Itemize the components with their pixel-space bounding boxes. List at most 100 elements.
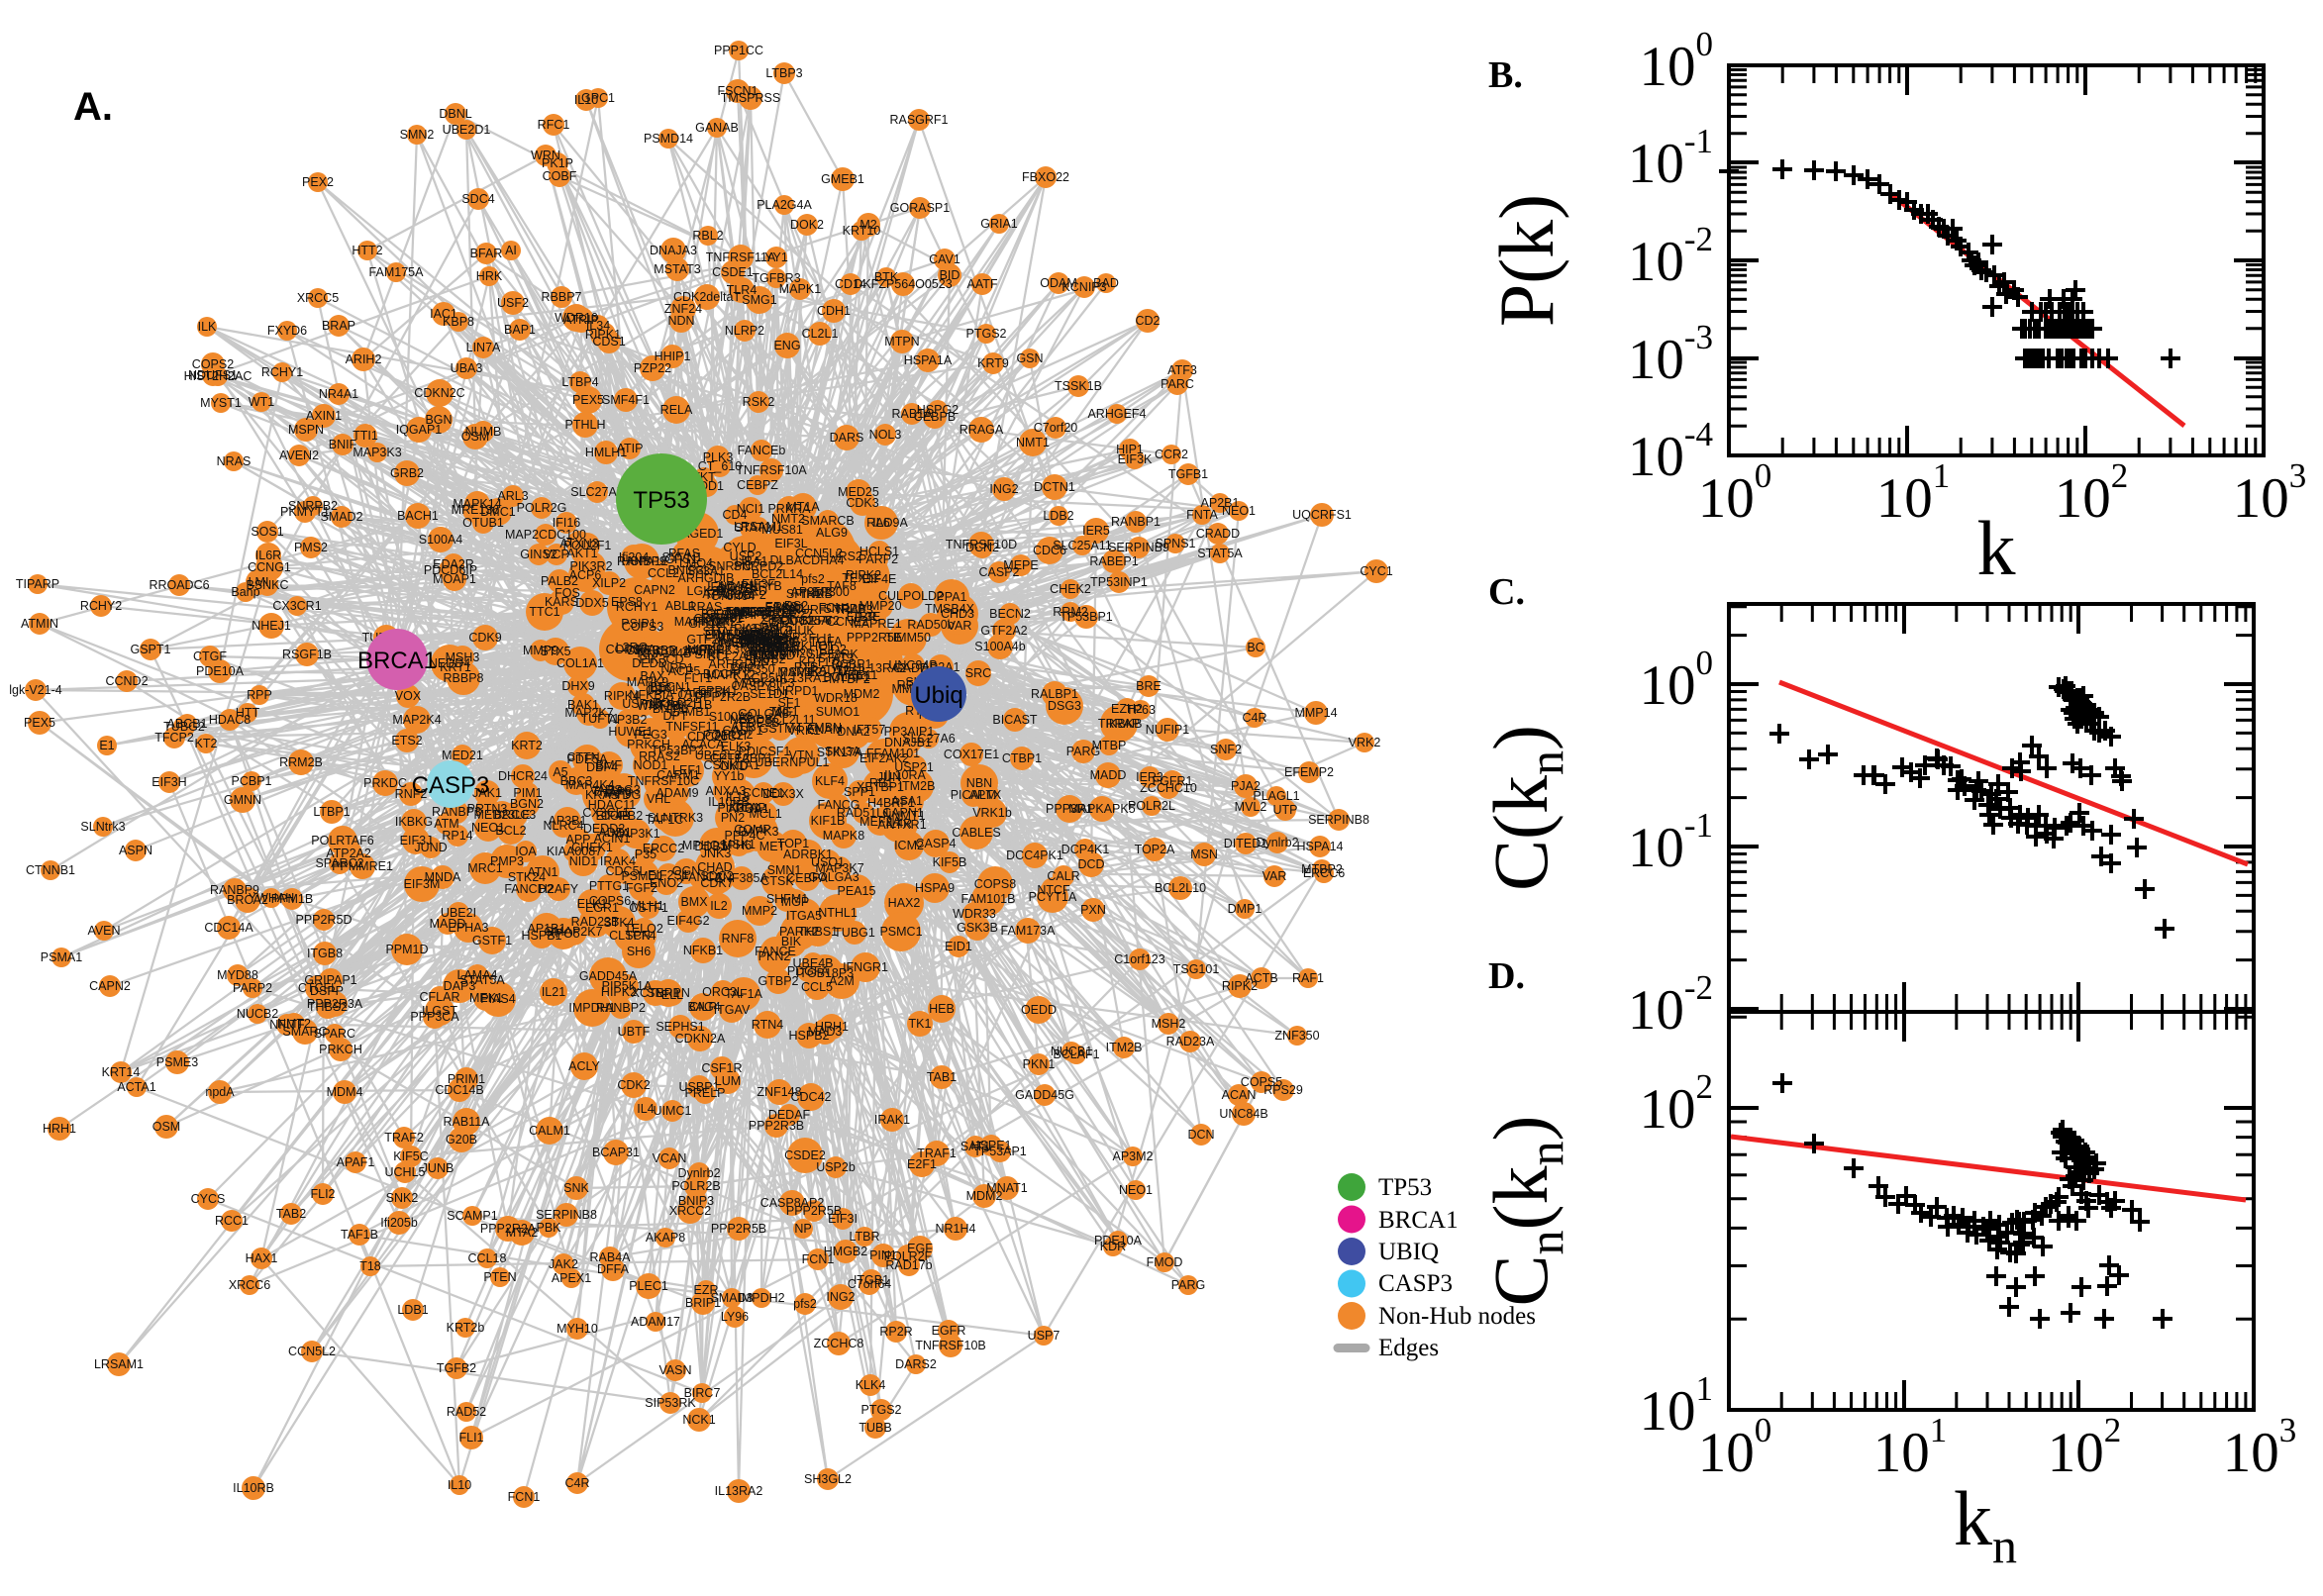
svg-text:RCHY1: RCHY1 — [261, 365, 303, 379]
svg-text:ASA1: ASA1 — [891, 794, 923, 808]
svg-text:FCN1: FCN1 — [802, 1252, 835, 1266]
svg-text:MAPK11: MAPK11 — [674, 615, 722, 629]
svg-text:EID1: EID1 — [945, 940, 972, 953]
svg-text:KIF5C: KIF5C — [393, 1149, 428, 1163]
svg-text:DNA2: DNA2 — [837, 725, 869, 739]
svg-text:SMARC: SMARC — [282, 1025, 327, 1039]
svg-text:BID: BID — [940, 268, 960, 282]
svg-text:JNK3: JNK3 — [701, 847, 732, 860]
svg-text:CDC14A: CDC14A — [204, 921, 253, 935]
svg-text:TTI1: TTI1 — [353, 429, 378, 443]
svg-text:CTCF: CTCF — [677, 688, 711, 702]
svg-text:MET: MET — [759, 840, 786, 853]
svg-text:UIMC1: UIMC1 — [654, 1104, 692, 1118]
svg-text:NOD1: NOD1 — [634, 758, 668, 772]
svg-text:ATF3: ATF3 — [1167, 363, 1197, 377]
svg-text:CYCS: CYCS — [191, 1192, 226, 1206]
svg-text:PPP1CC: PPP1CC — [714, 44, 763, 57]
svg-text:EID2: EID2 — [819, 643, 847, 656]
svg-text:APOA1: APOA1 — [728, 802, 769, 816]
svg-text:IL10RB: IL10RB — [708, 795, 750, 809]
svg-text:PXN: PXN — [1080, 903, 1106, 917]
svg-text:XPO5: XPO5 — [547, 927, 579, 941]
svg-text:CCL3: CCL3 — [761, 624, 793, 638]
svg-text:CDKN2C: CDKN2C — [414, 386, 464, 400]
svg-text:XRCC5: XRCC5 — [297, 291, 339, 305]
svg-text:SF3A1: SF3A1 — [687, 564, 725, 578]
svg-text:CHAD: CHAD — [697, 860, 732, 874]
svg-text:DCTN1: DCTN1 — [1034, 480, 1075, 494]
svg-text:TAF1A: TAF1A — [725, 987, 763, 1001]
svg-text:SNRPC: SNRPC — [708, 559, 752, 573]
svg-text:FLI2: FLI2 — [310, 1187, 335, 1201]
svg-text:BFAR: BFAR — [771, 615, 804, 629]
svg-text:CD53: CD53 — [744, 648, 775, 662]
svg-text:MAPK9: MAPK9 — [627, 675, 668, 689]
svg-text:RIPK2: RIPK2 — [1222, 979, 1258, 993]
svg-text:TTC1: TTC1 — [529, 605, 559, 619]
svg-text:CYC1: CYC1 — [1360, 564, 1392, 578]
svg-text:SIN3A: SIN3A — [825, 745, 861, 758]
svg-text:SMARCB: SMARCB — [801, 514, 854, 528]
svg-text:PRKDC: PRKDC — [363, 776, 407, 790]
svg-text:UTP: UTP — [1273, 803, 1298, 817]
svg-text:ANTXR1: ANTXR1 — [877, 818, 926, 832]
svg-text:USP5: USP5 — [759, 621, 792, 635]
svg-text:IAC1: IAC1 — [430, 307, 457, 321]
svg-text:RIPK1: RIPK1 — [585, 328, 621, 342]
svg-text:C1orf123: C1orf123 — [1114, 952, 1164, 966]
svg-text:XCTBP1: XCTBP1 — [632, 986, 680, 1000]
svg-text:EIF3L: EIF3L — [774, 537, 807, 550]
svg-text:UBE2I: UBE2I — [441, 906, 476, 920]
svg-text:101: 101 — [1640, 1369, 1714, 1443]
svg-text:KBP8: KBP8 — [443, 315, 474, 329]
svg-text:SLC25A11: SLC25A11 — [1053, 539, 1112, 552]
svg-text:PPP2R3A: PPP2R3A — [307, 997, 363, 1011]
svg-text:SPARC: SPARC — [314, 1027, 355, 1041]
svg-text:CDH1: CDH1 — [817, 304, 851, 318]
svg-text:DMP1: DMP1 — [1228, 902, 1262, 916]
svg-text:CX3CR1: CX3CR1 — [272, 599, 321, 613]
svg-text:MUS81: MUS81 — [761, 523, 803, 537]
svg-text:HSPA1L: HSPA1L — [621, 554, 667, 568]
svg-text:DDB1: DDB1 — [694, 840, 727, 853]
svg-text:HSPA9: HSPA9 — [915, 881, 955, 895]
svg-text:BCCIP: BCCIP — [703, 667, 741, 681]
svg-text:CCNE1: CCNE1 — [743, 786, 784, 800]
svg-text:GTBP2: GTBP2 — [758, 974, 799, 988]
svg-text:FXYD6: FXYD6 — [267, 324, 307, 338]
svg-text:ZHX1: ZHX1 — [760, 613, 792, 627]
svg-text:S100A4: S100A4 — [419, 533, 463, 547]
svg-text:ITGB18P3: ITGB18P3 — [796, 966, 854, 980]
svg-text:CCND2: CCND2 — [105, 674, 148, 688]
svg-text:CTNNB1: CTNNB1 — [26, 863, 75, 877]
svg-text:NID1: NID1 — [569, 854, 598, 868]
svg-text:IKBKB: IKBKB — [1106, 717, 1143, 731]
svg-text:USP2: USP2 — [730, 549, 762, 563]
svg-text:LEF1: LEF1 — [672, 763, 702, 777]
svg-text:PSMD1: PSMD1 — [621, 869, 663, 883]
svg-text:MAP3K3: MAP3K3 — [353, 446, 401, 459]
svg-text:MTBP: MTBP — [1092, 739, 1127, 752]
svg-text:TP53INP1: TP53INP1 — [1090, 575, 1148, 589]
svg-text:EPS8: EPS8 — [611, 595, 643, 609]
svg-text:CPT1A: CPT1A — [710, 751, 751, 765]
svg-text:UCHL5: UCHL5 — [385, 1165, 426, 1179]
svg-text:MDM2: MDM2 — [966, 1189, 1003, 1203]
svg-text:IRAK1: IRAK1 — [874, 1113, 910, 1127]
svg-text:C4R: C4R — [1242, 711, 1266, 725]
svg-text:DEDD2: DEDD2 — [583, 822, 625, 836]
svg-text:FANCE: FANCE — [755, 945, 796, 958]
svg-text:ADD1: ADD1 — [598, 826, 631, 840]
svg-text:SEPHS1: SEPHS1 — [656, 1020, 704, 1034]
svg-text:RBBP7: RBBP7 — [542, 290, 582, 304]
svg-text:IFNGR1: IFNGR1 — [843, 960, 888, 974]
svg-text:EGR1: EGR1 — [585, 901, 619, 915]
svg-text:ITM2B: ITM2B — [899, 779, 936, 793]
svg-text:PICALM: PICALM — [951, 788, 997, 802]
svg-text:BAP1: BAP1 — [504, 323, 536, 337]
svg-text:WRN: WRN — [531, 149, 560, 162]
svg-text:KT2: KT2 — [195, 737, 218, 750]
svg-text:ATR: ATR — [731, 720, 755, 734]
svg-text:TAB2: TAB2 — [276, 1207, 306, 1221]
